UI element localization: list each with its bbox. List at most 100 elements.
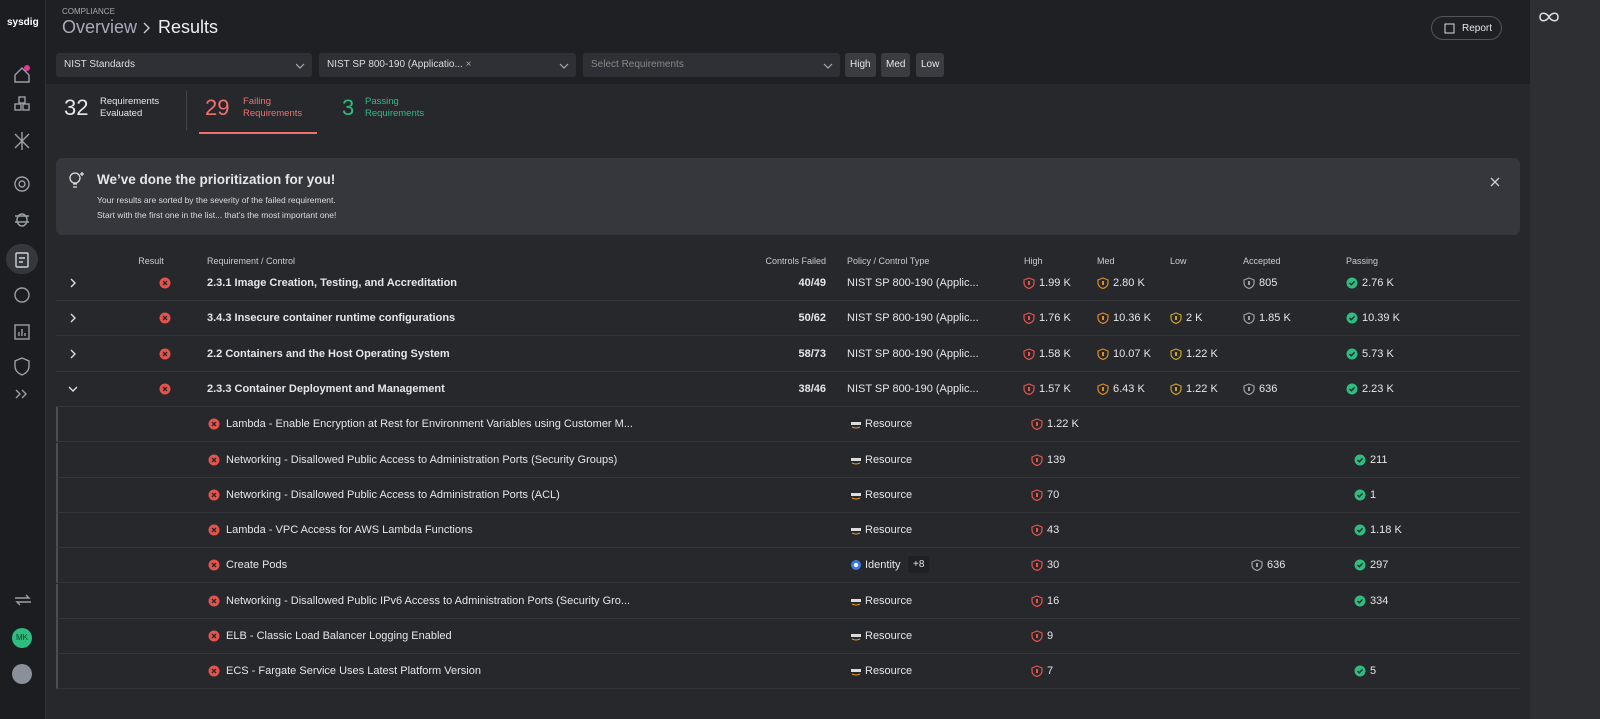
accepted-icon-svg xyxy=(1243,312,1255,325)
accepted-icon-svg xyxy=(1243,383,1255,396)
passing-icon-svg xyxy=(1354,524,1366,536)
requirements-select[interactable]: Select Requirements xyxy=(583,53,840,77)
framework-select[interactable]: NIST SP 800-190 (Applicatio... × xyxy=(319,53,576,77)
column-header[interactable]: Passing xyxy=(1346,256,1379,266)
passing-count: 297 xyxy=(1370,559,1389,572)
passing-count: 1 xyxy=(1370,488,1377,501)
control-name[interactable]: ELB - Classic Load Balancer Logging Enab… xyxy=(226,630,452,642)
control-name[interactable]: Lambda - Enable Encryption at Rest for E… xyxy=(226,418,633,431)
crumb-sep xyxy=(143,22,150,34)
active-nav[interactable] xyxy=(6,244,38,274)
med-icon xyxy=(1097,347,1109,360)
passing-icon xyxy=(1346,383,1358,395)
requirement-name[interactable]: 2.3.3 Container Deployment and Managemen… xyxy=(207,382,445,395)
passing-count: 211 xyxy=(1370,453,1388,466)
med-icon xyxy=(1097,277,1109,290)
infinity-icon[interactable] xyxy=(1538,10,1560,24)
summary-label: Requirements Evaluated xyxy=(100,96,160,119)
severity-chip[interactable]: Med xyxy=(881,53,911,77)
expand-chevron-svg xyxy=(70,349,76,359)
column-header[interactable]: Low xyxy=(1170,256,1187,266)
accepted-icon xyxy=(1243,277,1255,290)
accepted-count: 636 xyxy=(1267,559,1286,572)
banner-line: Your results are sorted by the severity … xyxy=(97,195,336,205)
passing-icon-svg xyxy=(1354,595,1366,607)
collapse-chevron-svg xyxy=(68,386,78,392)
high-icon xyxy=(1023,347,1035,360)
summary-count[interactable]: 3 xyxy=(342,95,355,120)
requirement-row[interactable]: 2.3.1 Image Creation, Testing, and Accre… xyxy=(56,266,1520,301)
passing-icon-svg xyxy=(1354,665,1366,677)
passing-count: 2.23 K xyxy=(1362,382,1394,395)
column-header[interactable]: Controls Failed xyxy=(765,256,826,266)
control-row[interactable]: Networking - Disallowed Public Access to… xyxy=(56,477,1520,513)
standard-value: NIST Standards xyxy=(64,59,135,70)
high-icon-svg xyxy=(1031,595,1043,607)
control-row[interactable]: Lambda - Enable Encryption at Rest for E… xyxy=(56,407,1520,443)
control-row[interactable]: Networking - Disallowed Public Access to… xyxy=(56,442,1520,478)
fail-icon xyxy=(208,454,220,466)
nav-icons-lower[interactable] xyxy=(12,250,36,400)
control-name[interactable]: Lambda - VPC Access for AWS Lambda Funct… xyxy=(226,524,473,537)
controls-failed: 38/46 xyxy=(798,382,826,395)
requirement-row[interactable]: 3.4.3 Insecure container runtime configu… xyxy=(56,301,1520,337)
requirement-row[interactable]: 2.3.3 Container Deployment and Managemen… xyxy=(56,372,1520,407)
column-header[interactable]: Policy / Control Type xyxy=(847,256,930,266)
control-name[interactable]: ECS - Fargate Service Uses Latest Platfo… xyxy=(226,665,481,678)
switch-icon[interactable] xyxy=(13,592,33,608)
user-avatar[interactable]: MK xyxy=(12,628,32,648)
summary-label[interactable]: Failing Requirements xyxy=(243,96,303,119)
low-count: 1.22 K xyxy=(1186,382,1218,395)
high-icon-svg xyxy=(1023,312,1035,325)
med-count: 6.43 K xyxy=(1113,382,1145,395)
report-button[interactable]: Report xyxy=(1431,16,1502,40)
brand: sysdig xyxy=(7,17,39,28)
high-icon xyxy=(1031,453,1043,466)
high-count: 30 xyxy=(1047,559,1060,572)
high-icon xyxy=(1031,559,1043,572)
expand-chevron xyxy=(67,312,79,324)
control-name[interactable]: Networking - Disallowed Public Access to… xyxy=(226,488,560,501)
requirement-name[interactable]: 2.3.1 Image Creation, Testing, and Accre… xyxy=(207,277,458,289)
crumb[interactable]: Overview xyxy=(62,17,138,37)
column-header[interactable]: Result xyxy=(138,256,164,266)
fail-icon xyxy=(208,630,220,642)
control-type: Resource xyxy=(865,453,913,466)
control-row[interactable]: Create Pods Identity +8 30 636 297 xyxy=(56,548,1520,584)
standard-select[interactable]: NIST Standards xyxy=(56,53,312,77)
summary-count[interactable]: 29 xyxy=(205,95,230,120)
passing-icon xyxy=(1354,665,1366,677)
requirement-name[interactable]: 2.2 Containers and the Host Operating Sy… xyxy=(207,347,450,360)
aws-icon xyxy=(850,489,862,501)
header: COMPLIANCE Overview Results Report NIST … xyxy=(46,0,1530,84)
control-name[interactable]: Create Pods xyxy=(226,559,288,572)
close-icon[interactable] xyxy=(1490,177,1500,187)
fail-icon xyxy=(208,665,220,677)
summary-label[interactable]: Passing Requirements xyxy=(365,96,425,119)
control-name[interactable]: Networking - Disallowed Public IPv6 Acce… xyxy=(226,594,631,607)
column-header[interactable]: Requirement / Control xyxy=(207,256,296,266)
control-row[interactable]: Networking - Disallowed Public IPv6 Acce… xyxy=(56,583,1520,619)
accepted-icon xyxy=(1251,559,1263,572)
requirement-row[interactable]: 2.2 Containers and the Host Operating Sy… xyxy=(56,337,1520,372)
column-header[interactable]: Accepted xyxy=(1243,256,1281,266)
control-row[interactable]: Lambda - VPC Access for AWS Lambda Funct… xyxy=(56,513,1520,549)
help-avatar[interactable] xyxy=(12,664,32,684)
passing-icon xyxy=(1354,489,1366,501)
high-icon-svg xyxy=(1023,383,1035,396)
high-icon-svg xyxy=(1031,630,1043,643)
severity-chip[interactable]: High xyxy=(845,53,876,77)
nav-icons[interactable] xyxy=(12,62,36,422)
active-tab-underline xyxy=(199,132,317,134)
control-row[interactable]: ELB - Classic Load Balancer Logging Enab… xyxy=(56,619,1520,654)
column-header[interactable]: High xyxy=(1024,256,1043,266)
column-header[interactable]: Med xyxy=(1097,256,1115,266)
high-count: 1.58 K xyxy=(1039,347,1071,360)
accepted-icon xyxy=(1243,312,1255,325)
severity-chip[interactable]: Low xyxy=(916,53,945,77)
med-count: 10.07 K xyxy=(1113,347,1151,360)
extra-chip[interactable]: +8 xyxy=(908,556,930,574)
requirement-name[interactable]: 3.4.3 Insecure container runtime configu… xyxy=(207,312,456,325)
control-name[interactable]: Networking - Disallowed Public Access to… xyxy=(226,453,618,466)
control-row[interactable]: ECS - Fargate Service Uses Latest Platfo… xyxy=(56,654,1520,690)
